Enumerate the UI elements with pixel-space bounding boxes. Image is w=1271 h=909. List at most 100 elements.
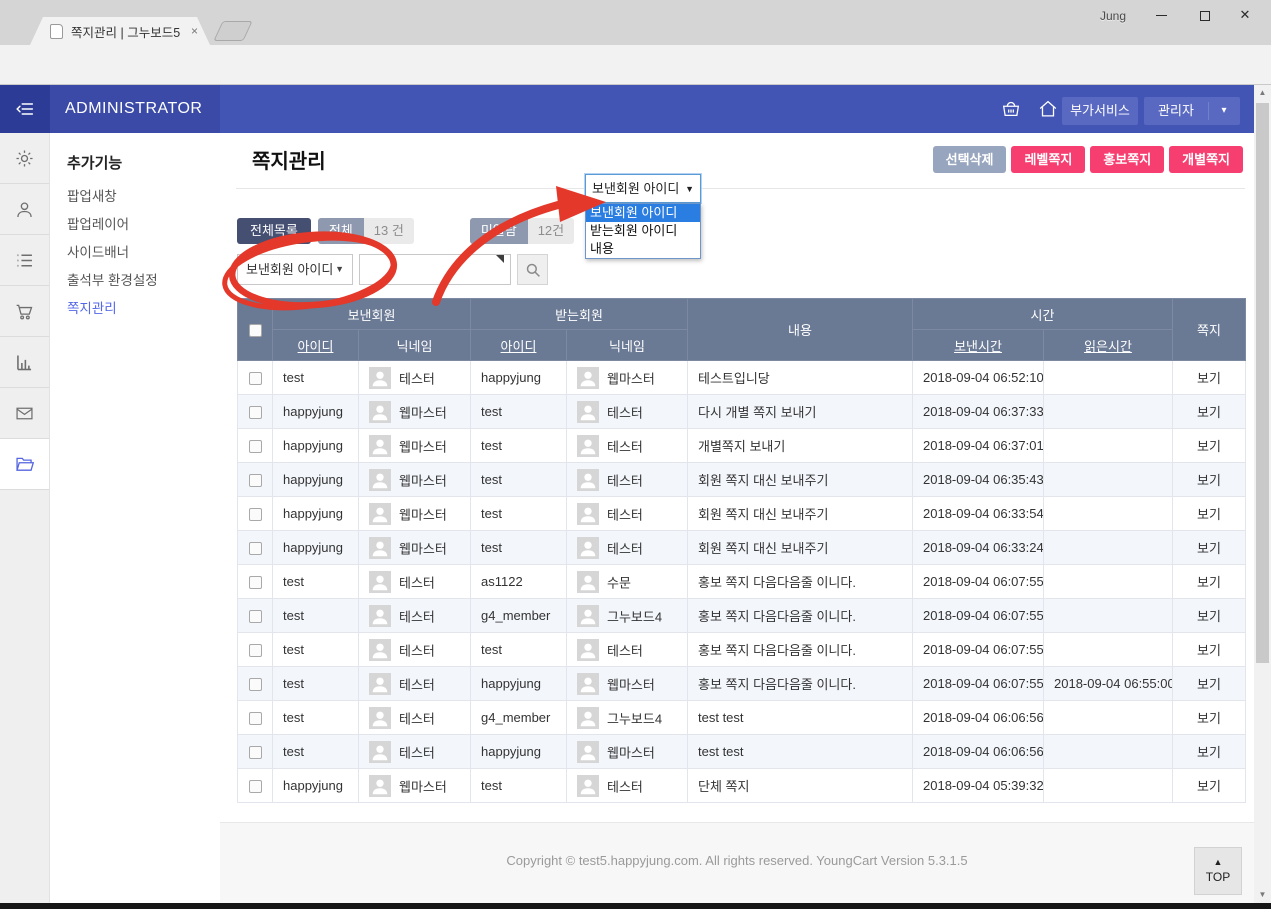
windows-user-label: Jung xyxy=(1099,9,1126,23)
row-checkbox[interactable] xyxy=(248,440,262,454)
view-link[interactable]: 보기 xyxy=(1172,768,1247,803)
sort-receiver-id-link[interactable]: 아이디 xyxy=(500,338,537,354)
sent-time-cell: 2018-09-04 05:39:32 xyxy=(912,768,1044,803)
rail-item-board[interactable] xyxy=(0,235,49,286)
minimize-button[interactable] xyxy=(1139,0,1183,30)
person-icon xyxy=(17,201,32,217)
rail-item-extras-active[interactable] xyxy=(0,439,49,490)
rail-item-shop[interactable] xyxy=(0,286,49,337)
receiver-id-cell: test xyxy=(470,632,567,667)
sidebar-item[interactable]: 사이드배너 xyxy=(67,245,130,260)
scroll-up-icon[interactable]: ▲ xyxy=(1258,88,1267,97)
maximize-button[interactable] xyxy=(1183,0,1227,30)
promo-memo-button[interactable]: 홍보쪽지 xyxy=(1090,146,1165,173)
table-row: happyjung 웹마스터 test 테스터 단체 쪽지 2018-09-04… xyxy=(237,768,1247,803)
search-field-select[interactable]: 보낸회원 아이디 ▼ xyxy=(237,254,353,285)
folder-icon xyxy=(16,457,35,471)
dropdown-caret-icon: ▼ xyxy=(685,184,694,194)
admin-menu-button[interactable]: 관리자 ▾ xyxy=(1144,97,1240,125)
header-read-time: 읽은시간 xyxy=(1042,329,1174,361)
avatar-icon xyxy=(369,400,391,423)
row-checkbox[interactable] xyxy=(248,746,262,760)
chevron-down-icon[interactable]: ▾ xyxy=(1221,105,1227,116)
scroll-down-icon[interactable]: ▼ xyxy=(1258,890,1267,899)
row-checkbox[interactable] xyxy=(248,372,262,386)
avatar-icon xyxy=(577,638,599,661)
sent-time-cell: 2018-09-04 06:06:56 xyxy=(912,734,1044,769)
row-checkbox[interactable] xyxy=(248,712,262,726)
bar-chart-icon xyxy=(17,355,32,370)
view-link[interactable]: 보기 xyxy=(1172,496,1247,531)
search-input[interactable] xyxy=(359,254,511,285)
view-link[interactable]: 보기 xyxy=(1172,734,1247,769)
avatar-icon xyxy=(577,740,599,763)
rail-item-settings[interactable] xyxy=(0,133,49,184)
sidebar-toggle-button[interactable] xyxy=(0,85,50,133)
tab-all-list[interactable]: 전체목록 xyxy=(237,218,311,244)
view-link[interactable]: 보기 xyxy=(1172,632,1247,667)
sidebar-item[interactable]: 쪽지관리 xyxy=(67,301,117,316)
read-time-cell xyxy=(1042,632,1174,667)
search-button[interactable] xyxy=(517,254,548,285)
row-checkbox[interactable] xyxy=(248,610,262,624)
sort-sender-id-link[interactable]: 아이디 xyxy=(297,338,334,354)
row-checkbox[interactable] xyxy=(248,678,262,692)
sent-time-cell: 2018-09-04 06:06:56 xyxy=(912,700,1044,735)
row-checkbox[interactable] xyxy=(248,542,262,556)
dropdown-option[interactable]: 보낸회원 아이디 xyxy=(586,204,700,222)
sidebar-item[interactable]: 팝업레이어 xyxy=(67,217,130,232)
receiver-id-cell: test xyxy=(470,462,567,497)
close-window-button[interactable]: ✕ xyxy=(1239,7,1251,22)
page-scrollbar[interactable]: ▲ ▼ xyxy=(1254,85,1271,903)
read-time-cell xyxy=(1042,564,1174,599)
select-all-checkbox[interactable] xyxy=(248,324,262,338)
row-checkbox[interactable] xyxy=(248,406,262,420)
delete-selected-button[interactable]: 선택삭제 xyxy=(932,146,1007,173)
sort-read-time-link[interactable]: 읽은시간 xyxy=(1084,338,1132,354)
avatar-icon xyxy=(577,570,599,593)
receiver-id-cell: test xyxy=(470,496,567,531)
new-tab-button[interactable] xyxy=(213,21,253,41)
receiver-id-cell: test xyxy=(470,428,567,463)
dropdown-option[interactable]: 내용 xyxy=(590,241,614,256)
level-memo-button[interactable]: 레벨쪽지 xyxy=(1011,146,1086,173)
row-checkbox-cell xyxy=(237,564,273,599)
sender-id-cell: test xyxy=(272,564,359,599)
browser-tab[interactable]: 쪽지관리 | 그누보드5 × xyxy=(30,17,210,45)
view-link[interactable]: 보기 xyxy=(1172,394,1247,429)
view-link[interactable]: 보기 xyxy=(1172,666,1247,701)
row-checkbox[interactable] xyxy=(248,508,262,522)
scroll-to-top-button[interactable]: ▲ TOP xyxy=(1194,847,1242,895)
basket-icon[interactable] xyxy=(1000,98,1022,120)
row-checkbox[interactable] xyxy=(248,474,262,488)
tab-close-icon[interactable]: × xyxy=(190,24,198,38)
sort-sent-time-link[interactable]: 보낸시간 xyxy=(954,338,1002,354)
rail-item-stats[interactable] xyxy=(0,337,49,388)
avatar-icon xyxy=(369,536,391,559)
row-checkbox[interactable] xyxy=(248,644,262,658)
tab-unread[interactable]: 미열람 12건 xyxy=(469,218,575,244)
rail-item-members[interactable] xyxy=(0,184,49,235)
sender-nick-cell: 테스터 xyxy=(358,598,471,633)
view-link[interactable]: 보기 xyxy=(1172,530,1247,565)
row-checkbox[interactable] xyxy=(248,780,262,794)
rail-item-mail[interactable] xyxy=(0,388,49,439)
home-icon[interactable] xyxy=(1037,98,1059,120)
open-field-select[interactable]: 보낸회원 아이디 ▼ xyxy=(585,174,701,203)
gear-icon xyxy=(16,149,33,167)
row-checkbox[interactable] xyxy=(248,576,262,590)
view-link[interactable]: 보기 xyxy=(1172,598,1247,633)
sidebar-item[interactable]: 출석부 환경설정 xyxy=(67,273,158,288)
view-link[interactable]: 보기 xyxy=(1172,564,1247,599)
sender-nick-cell: 웹마스터 xyxy=(358,394,471,429)
sidebar-item[interactable]: 팝업새창 xyxy=(67,189,117,204)
extra-services-button[interactable]: 부가서비스 xyxy=(1062,97,1138,125)
view-link[interactable]: 보기 xyxy=(1172,462,1247,497)
tab-total[interactable]: 전체 13 건 xyxy=(317,218,414,244)
individual-memo-button[interactable]: 개별쪽지 xyxy=(1169,146,1243,173)
view-link[interactable]: 보기 xyxy=(1172,428,1247,463)
view-link[interactable]: 보기 xyxy=(1172,360,1247,395)
dropdown-option[interactable]: 받는회원 아이디 xyxy=(590,223,678,238)
scrollbar-thumb[interactable] xyxy=(1256,103,1269,663)
view-link[interactable]: 보기 xyxy=(1172,700,1247,735)
